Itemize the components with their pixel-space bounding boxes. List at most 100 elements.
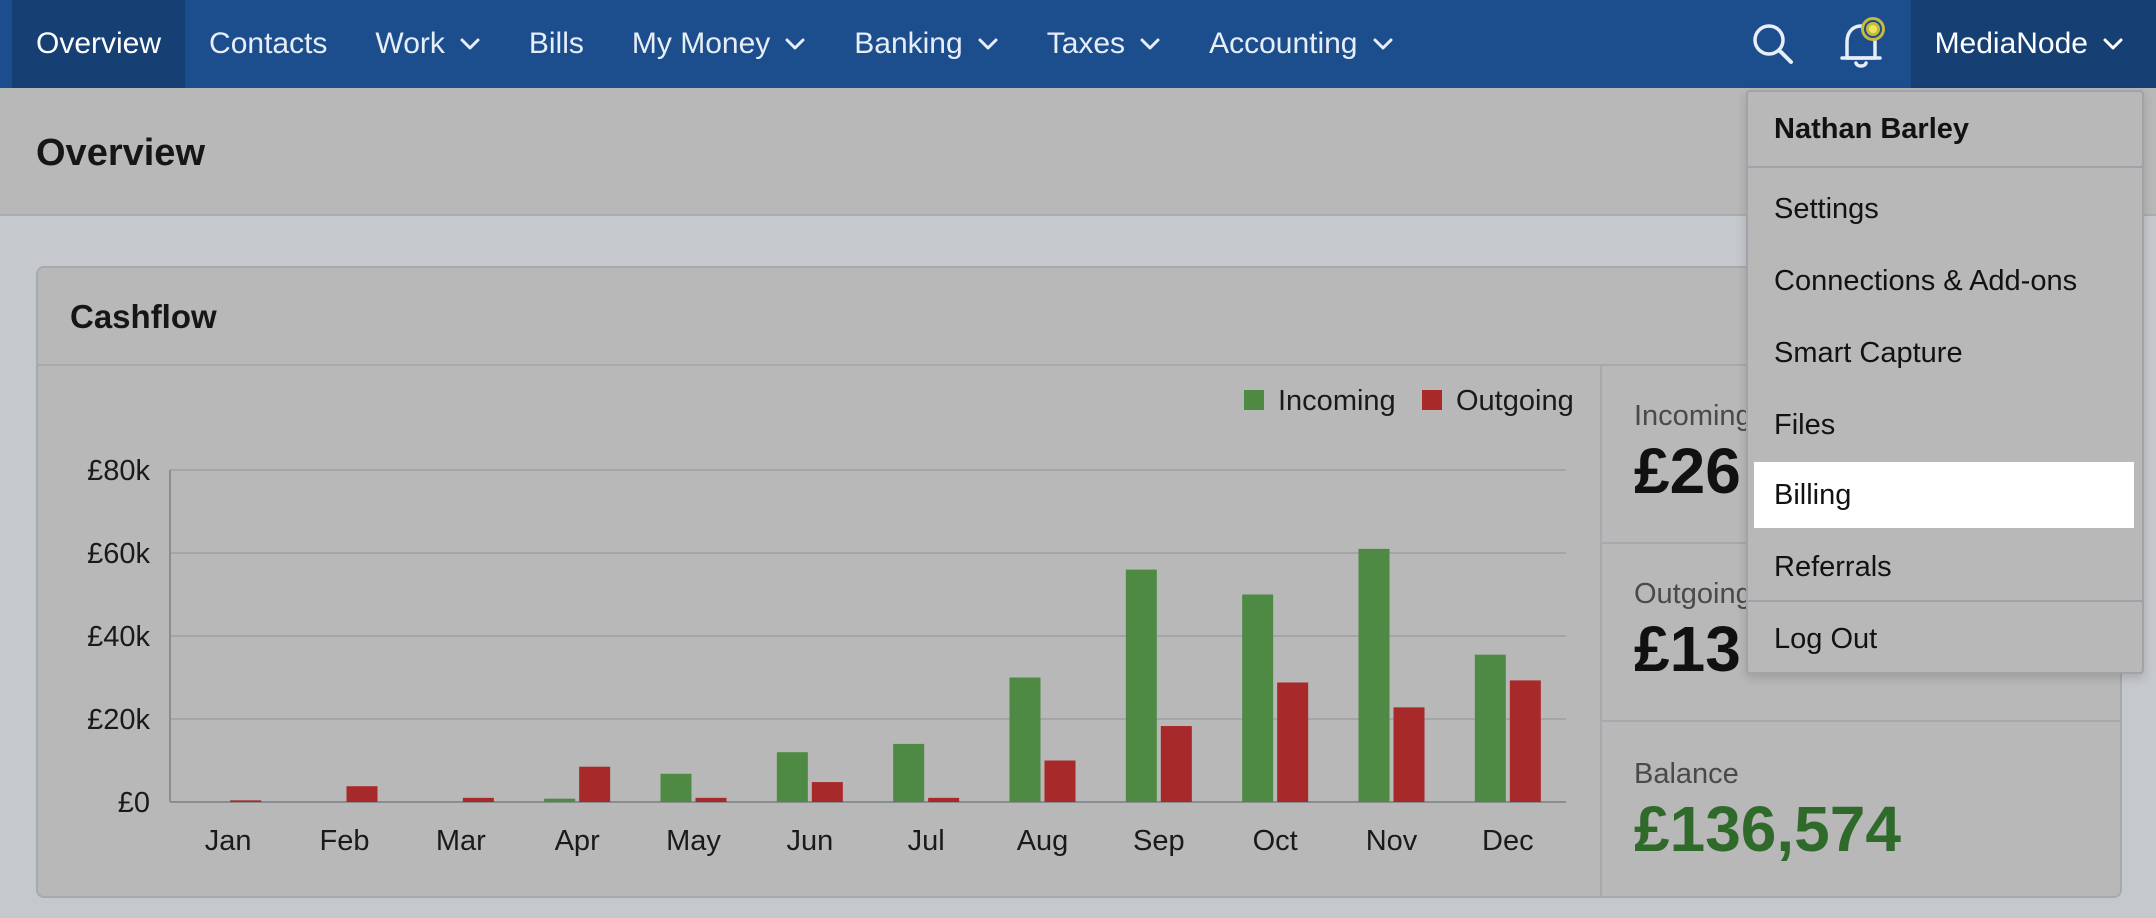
notifications-button[interactable] bbox=[1817, 0, 1905, 88]
chevron-down-icon bbox=[2103, 38, 2123, 50]
bar-incoming bbox=[1242, 594, 1274, 802]
chevron-down-icon bbox=[978, 38, 998, 50]
legend-label-outgoing: Outgoing bbox=[1456, 385, 1574, 417]
menu-item-log-out[interactable]: Log Out bbox=[1774, 622, 1878, 655]
x-tick-label: Nov bbox=[1366, 825, 1418, 857]
divider bbox=[1602, 720, 2122, 722]
y-tick-label: £40k bbox=[87, 621, 150, 653]
menu-item-settings[interactable]: Settings bbox=[1774, 192, 1879, 225]
x-tick-label: Aug bbox=[1017, 825, 1069, 857]
cashflow-chart: £0 £20k £40k £60k £80k Jan Feb Mar Apr May Jun Jul A… bbox=[38, 366, 1598, 898]
menu-user-name: Nathan Barley bbox=[1774, 112, 1970, 145]
bar-outgoing bbox=[346, 786, 378, 802]
chevron-down-icon bbox=[1140, 38, 1160, 50]
x-tick-label: May bbox=[666, 825, 721, 857]
balance-stat: Balance £136,574 bbox=[1602, 722, 2122, 898]
outgoing-value: £13 bbox=[1634, 613, 1741, 685]
nav-label: Overview bbox=[36, 27, 162, 60]
card-header: Cashflow bbox=[38, 268, 2120, 366]
legend-swatch-outgoing bbox=[1422, 390, 1442, 410]
x-tick-label: Jan bbox=[205, 825, 252, 857]
chevron-down-icon bbox=[1373, 38, 1392, 50]
bar-incoming bbox=[544, 798, 576, 802]
nav-item-my-money[interactable]: My Money bbox=[608, 0, 830, 88]
x-tick-label: Jun bbox=[786, 825, 833, 857]
bar-outgoing bbox=[462, 797, 494, 802]
menu-separator bbox=[1748, 600, 2142, 602]
top-nav: Overview Contacts Work Bills My Money Ba… bbox=[0, 0, 2156, 88]
bar-incoming bbox=[1474, 654, 1506, 802]
bar-outgoing bbox=[1509, 680, 1541, 802]
bar-outgoing bbox=[928, 797, 960, 802]
balance-label: Balance bbox=[1634, 758, 1739, 790]
outgoing-label: Outgoing bbox=[1634, 578, 1752, 610]
incoming-stat: Incoming £26 bbox=[1602, 366, 2122, 542]
y-tick-label: £80k bbox=[87, 455, 150, 487]
x-tick-label: Mar bbox=[436, 825, 486, 857]
bar-outgoing bbox=[1393, 707, 1425, 802]
bar-incoming bbox=[893, 743, 925, 802]
nav-item-overview[interactable]: Overview bbox=[12, 0, 186, 88]
nav-right: MediaNode bbox=[1729, 0, 2156, 88]
nav-item-accounting[interactable]: Accounting bbox=[1185, 0, 1417, 88]
account-dropdown-menu: Nathan Barley Settings Connections & Add… bbox=[1746, 90, 2144, 674]
page-title: Overview bbox=[36, 132, 205, 174]
cashflow-summary: Incoming £26 Outgoing £13 Balance £136,5… bbox=[1600, 366, 2122, 898]
nav-item-work[interactable]: Work bbox=[351, 0, 504, 88]
bar-outgoing bbox=[230, 800, 262, 802]
x-tick-label: Dec bbox=[1482, 825, 1534, 857]
bar-outgoing bbox=[1277, 682, 1309, 802]
search-icon bbox=[1752, 24, 1793, 64]
nav-item-banking[interactable]: Banking bbox=[830, 0, 1022, 88]
y-tick-label: £0 bbox=[118, 787, 150, 819]
nav-label: Banking bbox=[854, 27, 963, 60]
bar-outgoing bbox=[1160, 726, 1192, 802]
menu-item-referrals[interactable]: Referrals bbox=[1774, 550, 1892, 583]
outgoing-stat: Outgoing £13 bbox=[1602, 544, 2122, 720]
bar-incoming bbox=[1358, 548, 1390, 802]
x-tick-label: Feb bbox=[320, 825, 370, 857]
chevron-down-icon bbox=[785, 38, 805, 50]
nav-item-taxes[interactable]: Taxes bbox=[1023, 0, 1185, 88]
nav-label: Work bbox=[375, 27, 445, 60]
nav-item-bills[interactable]: Bills bbox=[505, 0, 608, 88]
chevron-down-icon bbox=[460, 38, 480, 50]
balance-value: £136,574 bbox=[1634, 793, 1901, 865]
bell-icon bbox=[1839, 17, 1885, 68]
y-tick-label: £60k bbox=[87, 538, 150, 570]
bar-outgoing bbox=[695, 797, 727, 802]
menu-item-smart-capture[interactable]: Smart Capture bbox=[1774, 336, 1963, 369]
incoming-value: £26 bbox=[1634, 435, 1741, 507]
bar-incoming bbox=[660, 773, 692, 802]
chart-svg: £0 £20k £40k £60k £80k Jan Feb Mar Apr May Jun Jul A… bbox=[87, 385, 1574, 857]
card-title: Cashflow bbox=[70, 298, 217, 335]
nav-label: Accounting bbox=[1209, 27, 1358, 60]
legend-swatch-incoming bbox=[1244, 390, 1264, 410]
bar-outgoing bbox=[579, 766, 611, 802]
bar-incoming bbox=[1009, 677, 1041, 802]
menu-item-files[interactable]: Files bbox=[1774, 408, 1836, 441]
account-label: MediaNode bbox=[1934, 27, 2088, 60]
menu-separator bbox=[1748, 166, 2142, 168]
x-tick-label: Oct bbox=[1253, 825, 1298, 857]
account-menu-button[interactable]: MediaNode bbox=[1910, 0, 2156, 88]
nav-label: Bills bbox=[528, 27, 584, 60]
x-tick-label: Apr bbox=[555, 825, 600, 857]
incoming-label: Incoming bbox=[1634, 400, 1752, 432]
nav-label: My Money bbox=[631, 27, 771, 60]
legend-label-incoming: Incoming bbox=[1278, 385, 1396, 417]
nav-label: Taxes bbox=[1046, 27, 1126, 60]
bar-outgoing bbox=[811, 782, 843, 802]
bar-incoming bbox=[1125, 569, 1157, 802]
bar-outgoing bbox=[1044, 760, 1076, 802]
y-tick-label: £20k bbox=[87, 704, 150, 736]
nav-label: Contacts bbox=[209, 27, 328, 60]
bar-incoming bbox=[776, 752, 808, 802]
x-tick-label: Sep bbox=[1133, 825, 1185, 857]
x-tick-label: Jul bbox=[908, 825, 945, 857]
search-button[interactable] bbox=[1729, 0, 1817, 88]
menu-item-billing[interactable]: Billing bbox=[1754, 462, 2134, 528]
menu-item-connections[interactable]: Connections & Add-ons bbox=[1774, 264, 2078, 297]
nav-item-contacts[interactable]: Contacts bbox=[185, 0, 351, 88]
